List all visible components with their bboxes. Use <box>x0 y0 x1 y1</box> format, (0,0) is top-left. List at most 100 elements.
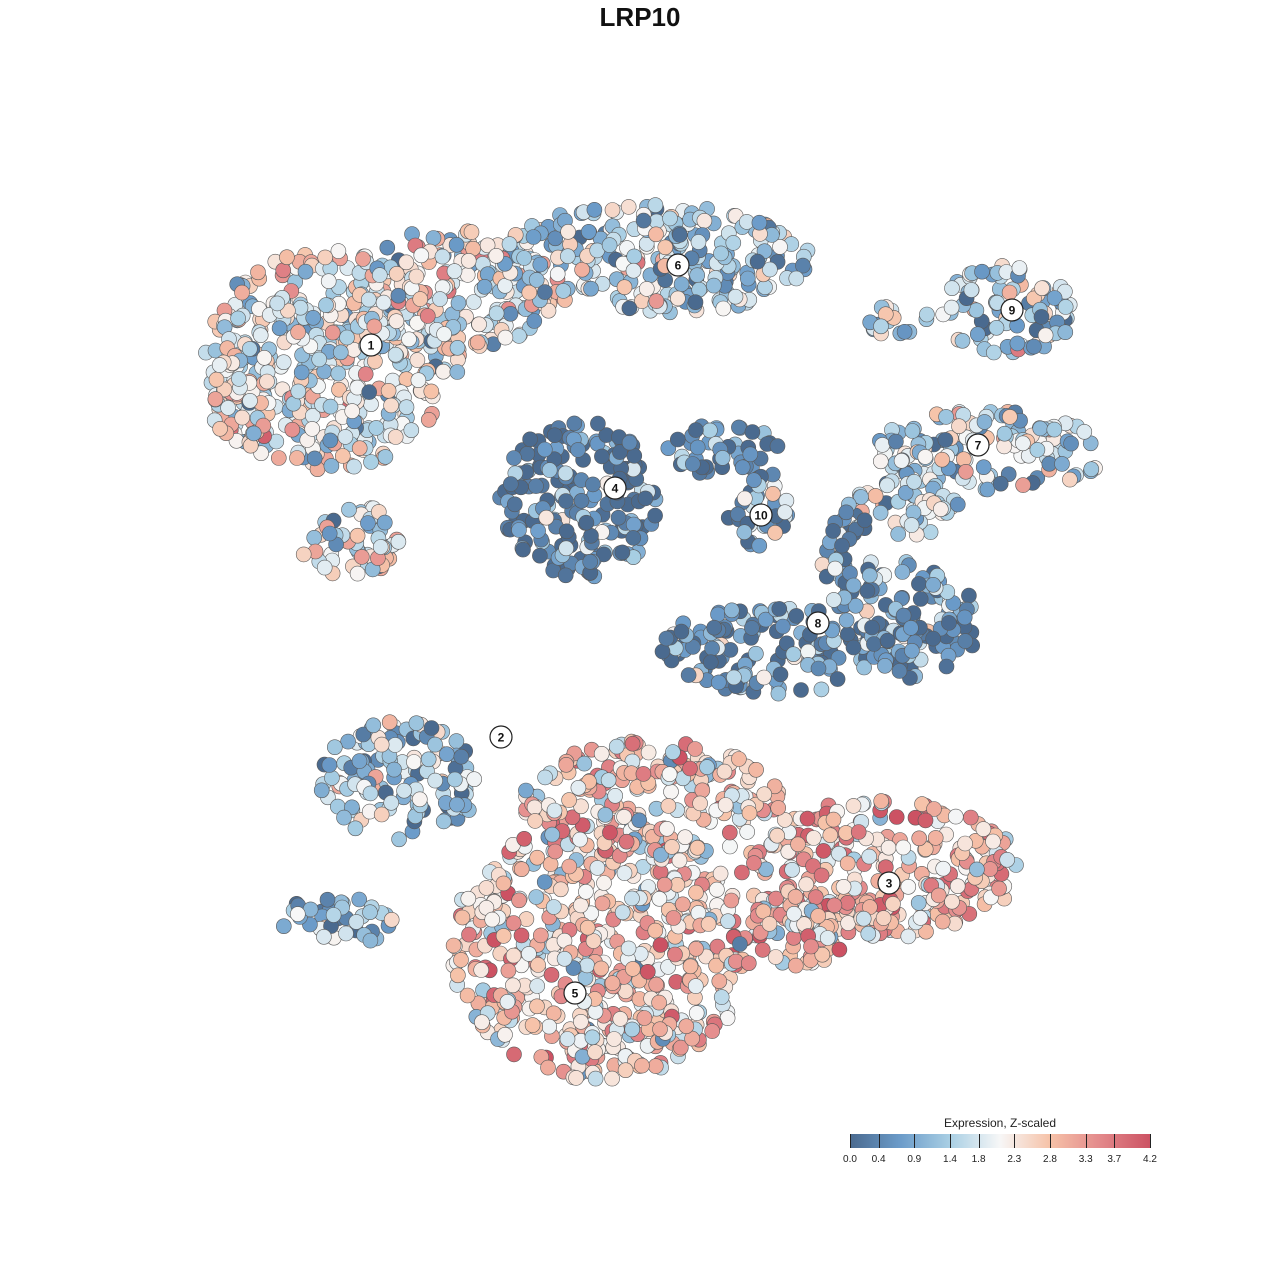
cell-point <box>785 646 802 663</box>
cell-point <box>839 894 856 911</box>
cell-point <box>388 265 405 282</box>
cell-point <box>621 434 638 451</box>
cell-point <box>552 881 569 898</box>
cell-point <box>406 754 422 770</box>
cell-point <box>321 525 338 542</box>
cell-point <box>423 383 440 400</box>
cluster-label-8: 8 <box>806 611 830 635</box>
cell-point <box>583 527 599 544</box>
cell-point <box>770 800 787 816</box>
cell-point <box>606 1031 622 1047</box>
cell-point <box>546 802 563 819</box>
legend-tick <box>914 1134 916 1148</box>
legend-tick <box>850 1134 851 1148</box>
cell-point <box>656 876 673 893</box>
cell-point <box>383 397 399 414</box>
cell-point <box>829 671 846 687</box>
cluster-label-10: 10 <box>749 503 773 527</box>
cell-point <box>351 440 368 457</box>
cell-point <box>578 514 595 531</box>
cell-point <box>765 485 781 502</box>
cluster-label-badge <box>877 871 901 895</box>
cell-point <box>317 249 334 266</box>
cell-point <box>736 490 753 507</box>
cell-point <box>525 229 542 245</box>
cell-point <box>875 910 892 926</box>
cell-point <box>662 210 678 227</box>
cell-point <box>529 978 546 994</box>
cell-point <box>388 313 405 330</box>
cell-point <box>259 373 275 390</box>
cell-point <box>528 889 545 905</box>
cell-point <box>1032 420 1048 437</box>
cell-point <box>736 524 753 541</box>
cell-point <box>448 733 465 749</box>
cell-point <box>450 295 467 311</box>
cell-point <box>999 851 1016 868</box>
cell-point <box>787 888 804 905</box>
points-layer <box>198 197 1103 1087</box>
cell-point <box>917 812 934 829</box>
cell-point <box>795 257 811 274</box>
cell-point <box>896 323 913 340</box>
cell-point <box>1015 477 1031 493</box>
cluster-label-badge <box>666 253 690 277</box>
cell-point <box>532 256 549 273</box>
cell-point <box>992 475 1009 492</box>
cell-point <box>766 778 783 795</box>
legend-tick <box>950 1134 951 1148</box>
cell-point <box>383 794 400 811</box>
cell-point <box>825 811 842 828</box>
cell-point <box>705 277 722 294</box>
cell-point <box>601 237 618 253</box>
cell-point <box>839 626 856 643</box>
cell-point <box>313 782 330 799</box>
cell-point <box>635 212 652 229</box>
cell-point <box>742 446 759 463</box>
cell-point <box>589 860 606 876</box>
cell-point <box>648 976 665 993</box>
cell-point <box>530 523 546 539</box>
cell-point <box>688 1005 705 1021</box>
cell-point <box>930 887 947 904</box>
cell-point <box>306 450 323 467</box>
cell-point <box>762 261 778 278</box>
cell-point <box>543 966 560 983</box>
cell-point <box>536 874 553 890</box>
cell-point <box>825 592 842 608</box>
cell-point <box>941 615 957 631</box>
cell-point <box>242 341 258 357</box>
cell-point <box>700 916 717 932</box>
cell-point <box>476 278 493 295</box>
cell-point <box>723 602 740 619</box>
cell-point <box>506 1046 522 1063</box>
cell-point <box>465 294 482 310</box>
cell-point <box>810 908 827 924</box>
cell-point <box>594 448 610 465</box>
cluster-label-text: 3 <box>886 877 893 891</box>
cell-point <box>208 371 225 388</box>
cell-point <box>351 753 368 769</box>
cell-point <box>275 354 292 371</box>
cell-point <box>710 674 727 691</box>
cell-point <box>834 537 850 554</box>
cell-point <box>505 915 522 931</box>
cell-point <box>756 786 773 803</box>
cell-point <box>855 910 872 927</box>
cell-point <box>624 735 641 752</box>
cell-point <box>324 770 340 786</box>
cell-point <box>625 530 642 546</box>
cell-point <box>561 792 577 808</box>
cell-point <box>351 891 368 908</box>
cell-point <box>839 855 856 872</box>
cell-point <box>572 831 588 848</box>
cell-point <box>757 611 774 628</box>
cell-point <box>776 812 793 828</box>
cell-point <box>813 681 830 698</box>
cell-point <box>925 630 941 647</box>
cell-point <box>545 899 562 915</box>
cell-point <box>559 248 576 265</box>
cell-point <box>295 546 312 563</box>
cell-point <box>772 239 788 255</box>
